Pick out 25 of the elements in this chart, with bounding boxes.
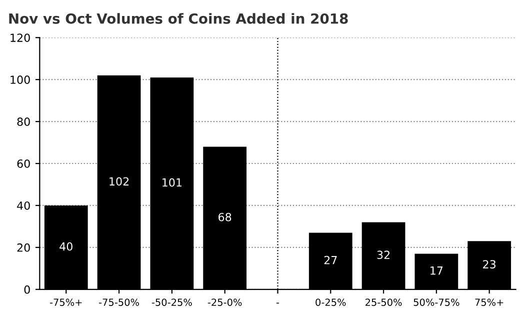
data-label: 40 [60, 242, 72, 251]
data-label: 102 [110, 177, 129, 186]
data-label: 101 [162, 178, 182, 187]
chart-title: Nov vs Oct Volumes of Coins Added in 2018 [9, 13, 348, 24]
x-tick-label: - [276, 302, 280, 304]
y-tick-label: 80 [17, 118, 30, 126]
data-label: 32 [377, 250, 390, 260]
y-tick-label: 40 [17, 201, 30, 210]
x-tick-label: 25-50% [365, 298, 402, 306]
x-tick-label: 50%-75% [414, 298, 460, 306]
y-tick-label: 20 [17, 243, 30, 252]
y-tick-label: 100 [10, 76, 30, 84]
x-tick-label: -75%+ [50, 298, 82, 306]
y-tick-label: 60 [17, 159, 30, 168]
y-tick-label: 120 [10, 34, 30, 42]
x-tick-label: 0-25% [316, 298, 346, 306]
x-tick-label: 75%+ [475, 298, 504, 306]
x-tick-label: -25-0% [208, 298, 242, 306]
data-label: 23 [483, 260, 496, 268]
x-tick-label: -75-50% [99, 298, 139, 306]
y-tick-label: 0 [24, 285, 30, 294]
x-tick-label: -50-25% [152, 298, 192, 306]
data-label: 68 [218, 212, 232, 222]
data-label: 27 [324, 256, 337, 264]
data-label: 17 [430, 266, 443, 275]
